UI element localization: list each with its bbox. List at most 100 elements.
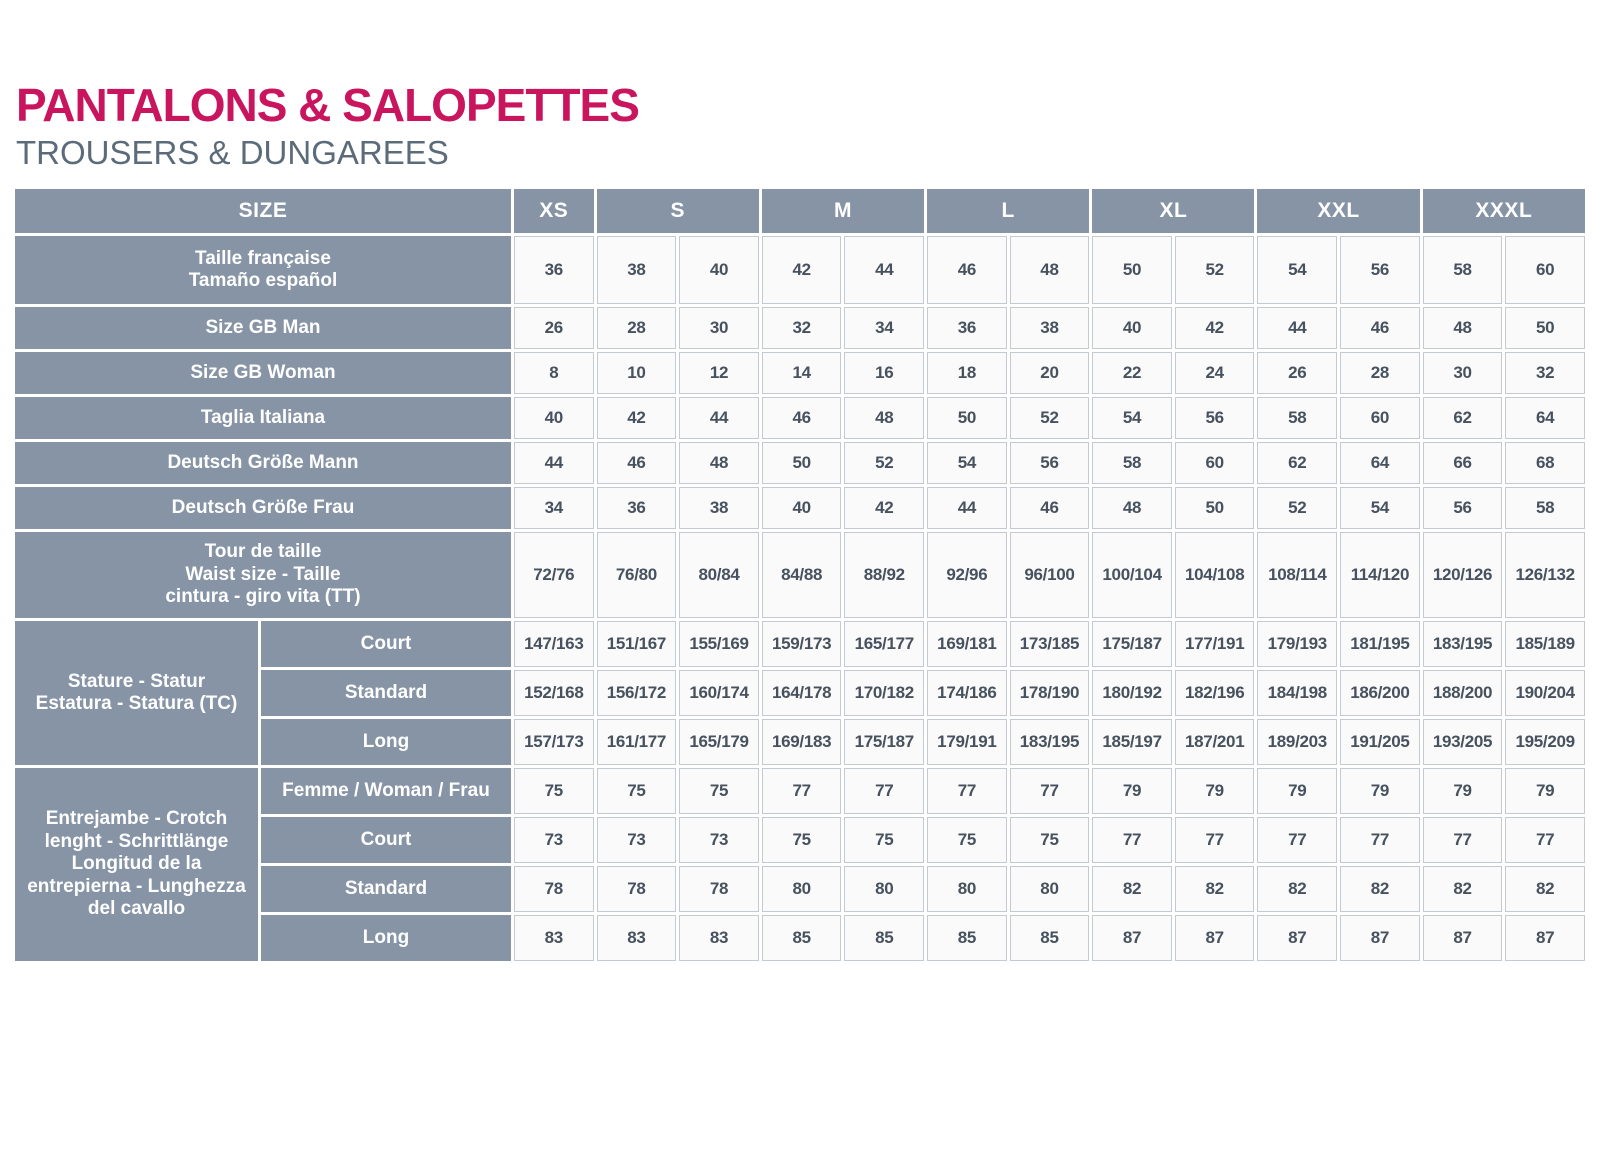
data-cell: 92/96 [927,532,1007,618]
data-cell: 14 [761,352,842,394]
data-cell: 169/183 [761,719,842,765]
data-cell: 56 [1340,236,1420,304]
data-cell: 77 [1092,817,1172,863]
data-cell: 50 [927,397,1007,439]
data-cell: 187/201 [1174,719,1255,765]
data-cell: 85 [761,915,842,961]
data-cell: 193/205 [1422,719,1503,765]
data-cell: 50 [761,442,842,484]
table-header-row: SIZE XS S M L XL XXL XXXL [15,189,1585,233]
data-cell: 83 [679,915,759,961]
data-cell: 46 [1009,487,1090,529]
data-cell: 83 [514,915,594,961]
data-cell: 160/174 [679,670,759,716]
data-cell: 54 [927,442,1007,484]
table-row: Entrejambe - Crotch lenght - Schrittläng… [15,768,1585,961]
table-row: Size GB Man 26 28 30 32 34 36 38 40 42 44 46 48 50 [15,307,1585,349]
data-cell: 85 [844,915,925,961]
data-cell: 78 [679,866,759,912]
data-cell: 82 [1505,866,1585,912]
sub-label-cell: Standard [261,866,511,912]
data-cell: 183/195 [1009,719,1090,765]
size-group-header-m: M [761,189,925,233]
row-label-cell: Taille française Tamaño español [15,236,511,304]
data-cell: 48 [1422,307,1503,349]
data-cell: 186/200 [1340,670,1420,716]
group-label-cell: Stature - Statur Estatura - Statura (TC) [15,621,258,765]
data-cell: 88/92 [844,532,925,618]
size-group-header-xs: XS [514,189,594,233]
data-cell: 42 [844,487,925,529]
size-header-cell: SIZE [15,189,511,233]
data-cell: 54 [1340,487,1420,529]
data-cell: 40 [1092,307,1172,349]
data-cell: 24 [1174,352,1255,394]
data-cell: 64 [1340,442,1420,484]
data-cell: 82 [1340,866,1420,912]
data-cell: 28 [1340,352,1420,394]
data-cell: 52 [1257,487,1338,529]
data-cell: 58 [1092,442,1172,484]
data-cell: 38 [596,236,677,304]
data-cell: 77 [1009,768,1090,814]
data-cell: 75 [1009,817,1090,863]
size-group-header-xl: XL [1092,189,1255,233]
data-cell: 38 [1009,307,1090,349]
data-cell: 62 [1257,442,1338,484]
data-cell: 46 [927,236,1007,304]
data-cell: 156/172 [596,670,677,716]
data-cell: 16 [844,352,925,394]
table-row: Deutsch Größe Mann 44 46 48 50 52 54 56 58 60 62 64… [15,442,1585,484]
size-group-header-xxl: XXL [1257,189,1420,233]
sub-label-cell: Long [261,915,511,961]
data-cell: 52 [844,442,925,484]
data-cell: 80/84 [679,532,759,618]
data-cell: 96/100 [1009,532,1090,618]
data-cell: 36 [927,307,1007,349]
data-cell: 26 [514,307,594,349]
size-chart-body: SIZE XS S M L XL XXL XXXL Taille française Tamañ… [15,189,1585,961]
data-cell: 80 [1009,866,1090,912]
table-row: Size GB Woman 8 10 12 14 16 18 20 22 24 26 28 30 32 [15,352,1585,394]
data-cell: 184/198 [1257,670,1338,716]
data-cell: 157/173 [514,719,594,765]
sub-label-cell: Court [261,817,511,863]
data-cell: 58 [1257,397,1338,439]
data-cell: 165/177 [844,621,925,667]
data-cell: 183/195 [1422,621,1503,667]
data-cell: 108/114 [1257,532,1338,618]
data-cell: 68 [1505,442,1585,484]
data-cell: 79 [1422,768,1503,814]
table-row: Taglia Italiana 40 42 44 46 48 50 52 54 56 58 60 62 6… [15,397,1585,439]
data-cell: 79 [1505,768,1585,814]
data-cell: 78 [514,866,594,912]
data-cell: 185/197 [1092,719,1172,765]
data-cell: 42 [596,397,677,439]
data-cell: 58 [1505,487,1585,529]
data-cell: 22 [1092,352,1172,394]
data-cell: 185/189 [1505,621,1585,667]
data-cell: 75 [761,817,842,863]
table-row: Standard 152/168 156/172 160/174 164/178 170/… [15,670,1585,716]
data-cell: 165/179 [679,719,759,765]
data-cell: 87 [1422,915,1503,961]
data-cell: 82 [1257,866,1338,912]
data-cell: 120/126 [1422,532,1503,618]
data-cell: 174/186 [927,670,1007,716]
data-cell: 32 [1505,352,1585,394]
data-cell: 34 [844,307,925,349]
table-row: Taille française Tamaño español 36 38 40 42 4… [15,236,1585,304]
data-cell: 80 [927,866,1007,912]
data-cell: 64 [1505,397,1585,439]
data-cell: 40 [761,487,842,529]
data-cell: 42 [1174,307,1255,349]
data-cell: 164/178 [761,670,842,716]
data-cell: 50 [1174,487,1255,529]
data-cell: 48 [1009,236,1090,304]
data-cell: 155/169 [679,621,759,667]
data-cell: 26 [1257,352,1338,394]
data-cell: 152/168 [514,670,594,716]
data-cell: 169/181 [927,621,1007,667]
data-cell: 20 [1009,352,1090,394]
data-cell: 181/195 [1340,621,1420,667]
